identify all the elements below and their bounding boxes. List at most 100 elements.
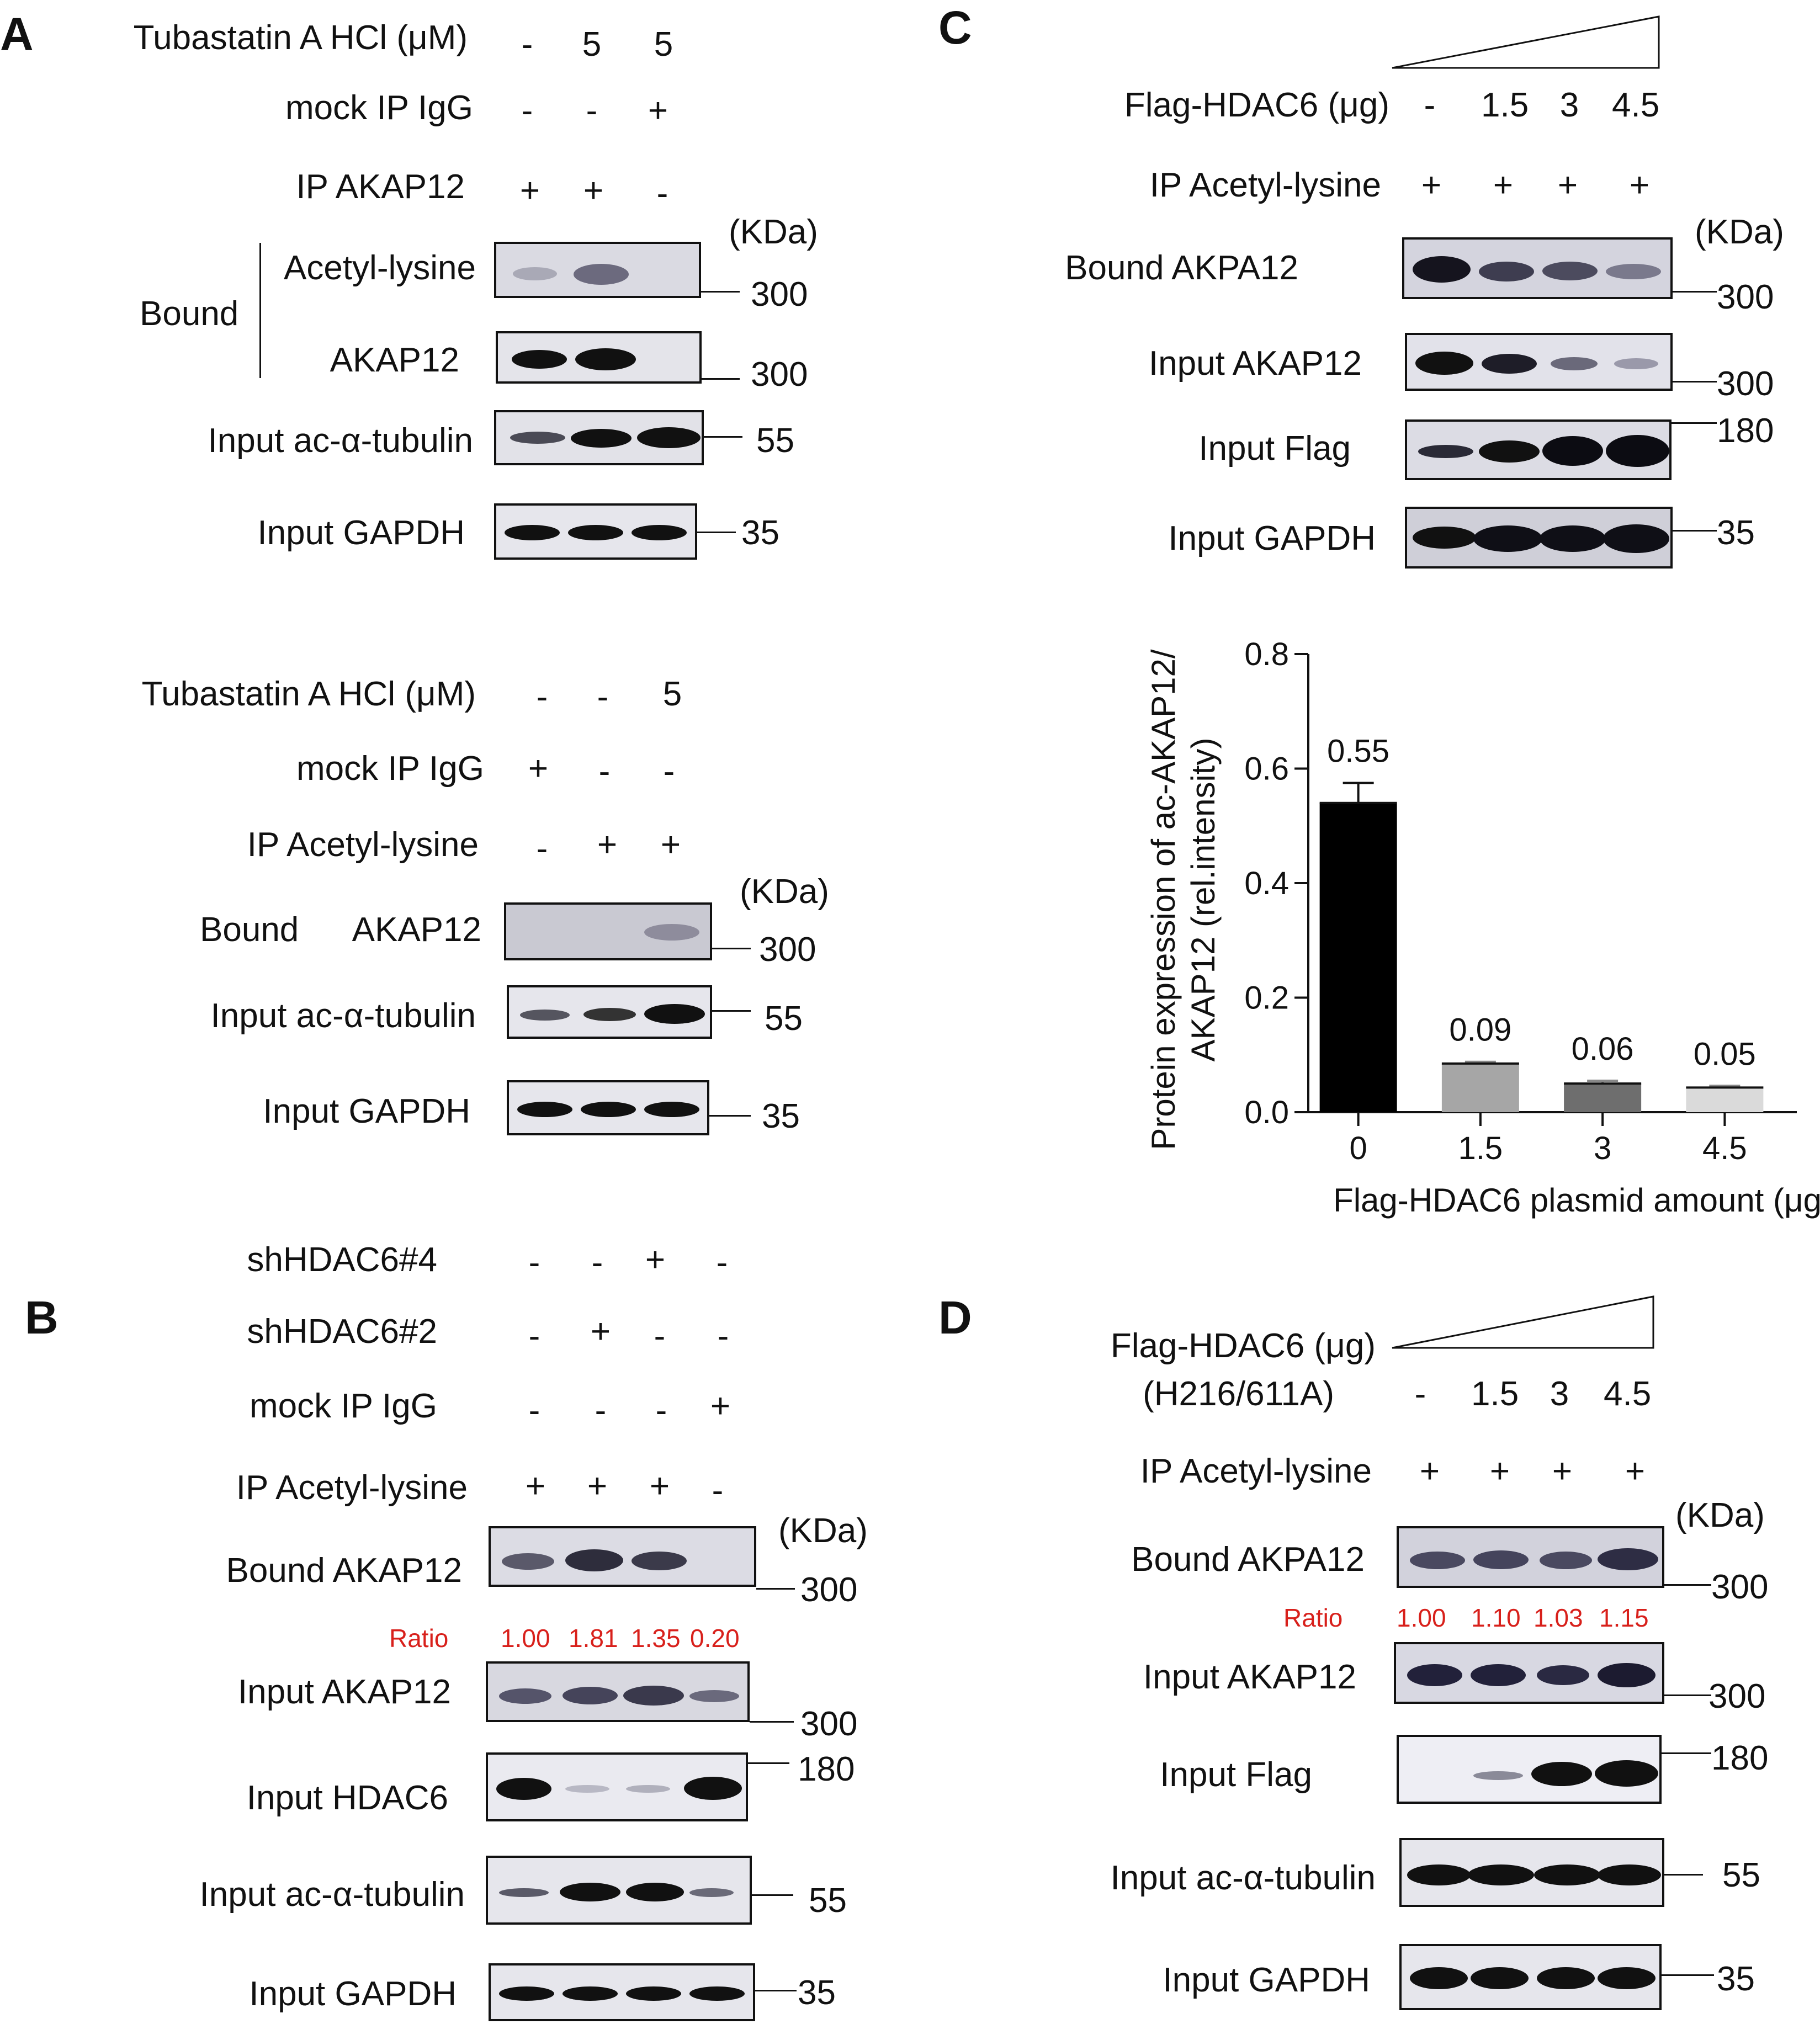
d-blot-flag-label: Input Flag <box>1160 1756 1312 1794</box>
d-row-ip-mark: + <box>1489 1452 1510 1490</box>
a2-blot-gapdh <box>507 1080 709 1135</box>
panel-label-c: C <box>938 2 972 54</box>
a1-blot-tubulin-label: Input ac-α-tubulin <box>208 422 473 460</box>
d-blot-tubulin-label: Input ac-α-tubulin <box>1110 1859 1376 1897</box>
d-blot-flag-mw: 180 <box>1711 1739 1769 1777</box>
b-row-ip-mark: + <box>649 1467 670 1505</box>
d-ratio-value: 1.00 <box>1397 1603 1446 1632</box>
a1-blot-akap12-mw-tick <box>702 378 740 380</box>
c-blot-gapdh-label: Input GAPDH <box>1168 519 1376 557</box>
c-blot-input-akap12 <box>1405 333 1673 391</box>
a1-row-ip-mark: - <box>656 174 668 213</box>
x-tick-label: 0 <box>1349 1130 1367 1166</box>
data-label: 0.06 <box>1572 1031 1634 1067</box>
d-blot-input-akap12 <box>1394 1642 1664 1704</box>
x-axis-title: Flag-HDAC6 plasmid amount (μg) <box>1333 1182 1820 1219</box>
a2-row-mock-mark: + <box>528 750 549 788</box>
b-ratio-value: 1.35 <box>631 1624 681 1653</box>
bar <box>1441 1063 1519 1112</box>
b-ratio-value: 0.20 <box>690 1624 740 1653</box>
bar <box>1319 803 1397 1112</box>
d-blot-input-akap12-mw: 300 <box>1708 1677 1766 1715</box>
a1-blot-acetyl-label: Acetyl-lysine <box>284 249 476 287</box>
c-row-flag-label: Flag-HDAC6 (μg) <box>1124 86 1389 124</box>
a2-row-ip-mark: - <box>536 830 548 868</box>
b-row-mock-mark: + <box>710 1387 731 1425</box>
b-blot-input-akap12-label: Input AKAP12 <box>237 1673 451 1711</box>
b-row-sh4-mark: - <box>591 1244 603 1282</box>
b-row-sh2-mark: - <box>654 1317 666 1355</box>
b-blot-gapdh-mw-tick <box>755 1990 797 1991</box>
b-blot-bound-mw: 300 <box>800 1571 858 1609</box>
d-row-mutant-mark: 4.5 <box>1604 1375 1652 1413</box>
a1-blot-akap12-mw: 300 <box>751 355 808 394</box>
b-row-ip-mark: - <box>712 1471 724 1510</box>
b-ratio-label: Ratio <box>389 1624 449 1653</box>
a2-blot-tubulin-mw-tick <box>712 1010 751 1012</box>
a1-blot-acetyl-lysine <box>494 242 701 298</box>
d-blot-bound-mw-tick <box>1664 1584 1711 1586</box>
d-row-mutant-mark: 3 <box>1550 1375 1569 1413</box>
panel-label-b: B <box>25 1292 59 1343</box>
a2-blot-gapdh-mw: 35 <box>762 1097 800 1135</box>
d-row-mutant-mark: - <box>1414 1375 1426 1413</box>
data-label: 0.09 <box>1449 1012 1511 1048</box>
a2-blot-tubulin-mw: 55 <box>765 1000 803 1038</box>
bar <box>1686 1087 1764 1112</box>
y-tick-label: 0.2 <box>1244 980 1289 1016</box>
b-row-sh4-mark: + <box>645 1241 666 1279</box>
d-blot-bound-label: Bound AKPA12 <box>1131 1540 1365 1579</box>
a2-row-ip-mark: + <box>597 826 618 864</box>
a2-row-tubastatin-mark: 5 <box>662 675 682 713</box>
data-label: 0.55 <box>1327 733 1389 769</box>
y-tick-label: 0.0 <box>1244 1095 1289 1130</box>
b-row-ip-label: IP Acetyl-lysine <box>236 1469 468 1507</box>
c-row-flag-mark: 3 <box>1559 86 1579 124</box>
b-blot-bound-mw-tick <box>756 1588 795 1590</box>
a1-blot-gapdh-label: Input GAPDH <box>257 514 465 552</box>
d-row-ip-mark: + <box>1552 1452 1573 1490</box>
b-blot-input-hdac6 <box>486 1752 748 1821</box>
y-tick-label: 0.6 <box>1244 751 1289 787</box>
b-row-mock-mark: - <box>528 1391 540 1430</box>
c-blot-bound-mw: 300 <box>1717 278 1774 316</box>
a2-blot-gapdh-mw-tick <box>709 1115 751 1117</box>
c-blot-gapdh-mw: 35 <box>1717 514 1755 552</box>
d-blot-input-akap12-label: Input AKAP12 <box>1143 1658 1356 1696</box>
a1-blot-gapdh <box>494 503 697 560</box>
y-axis-title-line1: Protein expression of ac-AKAP12/ <box>1145 649 1182 1150</box>
d-ratio-label: Ratio <box>1283 1603 1343 1632</box>
d-blot-gapdh-mw: 35 <box>1717 1960 1755 1998</box>
y-tick-label: 0.4 <box>1244 865 1289 901</box>
d-ratio-value: 1.10 <box>1471 1603 1521 1632</box>
c-row-ip-mark: + <box>1629 166 1650 204</box>
a2-row-ip-mark: + <box>660 826 681 864</box>
a2-row-tubastatin-mark: - <box>536 678 548 716</box>
a1-row-tubastatin-mark: 5 <box>582 25 602 63</box>
c-gradient-wedge <box>1392 15 1660 69</box>
a2-blot-tubulin-label: Input ac-α-tubulin <box>210 997 476 1035</box>
a2-row-tubastatin-label: Tubastatin A HCl (μM) <box>141 675 476 713</box>
y-tick-label: 0.8 <box>1244 636 1289 672</box>
c-row-ip-mark: + <box>1493 166 1514 204</box>
b-blot-hdac6-mw-tick <box>748 1762 789 1764</box>
b-blot-tubulin-mw: 55 <box>809 1882 847 1920</box>
a1-blot-tubulin-mw-tick <box>704 436 742 438</box>
bar <box>1564 1083 1642 1112</box>
b-row-mock-label: mock IP IgG <box>250 1387 437 1425</box>
d-kda-label: (KDa) <box>1675 1496 1765 1534</box>
x-tick-label: 1.5 <box>1458 1130 1503 1166</box>
a2-blot-akap12-label: AKAP12 <box>352 911 481 949</box>
a1-row-mock-mark: - <box>586 92 598 130</box>
b-blot-ac-tubulin <box>486 1856 752 1925</box>
b-row-sh4-mark: - <box>716 1244 728 1282</box>
d-ratio-value: 1.15 <box>1599 1603 1649 1632</box>
d-gradient-wedge <box>1392 1295 1654 1349</box>
a2-row-mock-mark: - <box>598 752 611 790</box>
a1-blot-gapdh-mw: 35 <box>741 514 779 552</box>
b-blot-input-akap12 <box>486 1661 750 1722</box>
b-blot-bound-akap12 <box>489 1526 756 1587</box>
c-row-ip-label: IP Acetyl-lysine <box>1149 166 1381 204</box>
b-row-sh2-mark: + <box>590 1313 611 1351</box>
c-blot-bound-mw-tick <box>1673 291 1717 293</box>
